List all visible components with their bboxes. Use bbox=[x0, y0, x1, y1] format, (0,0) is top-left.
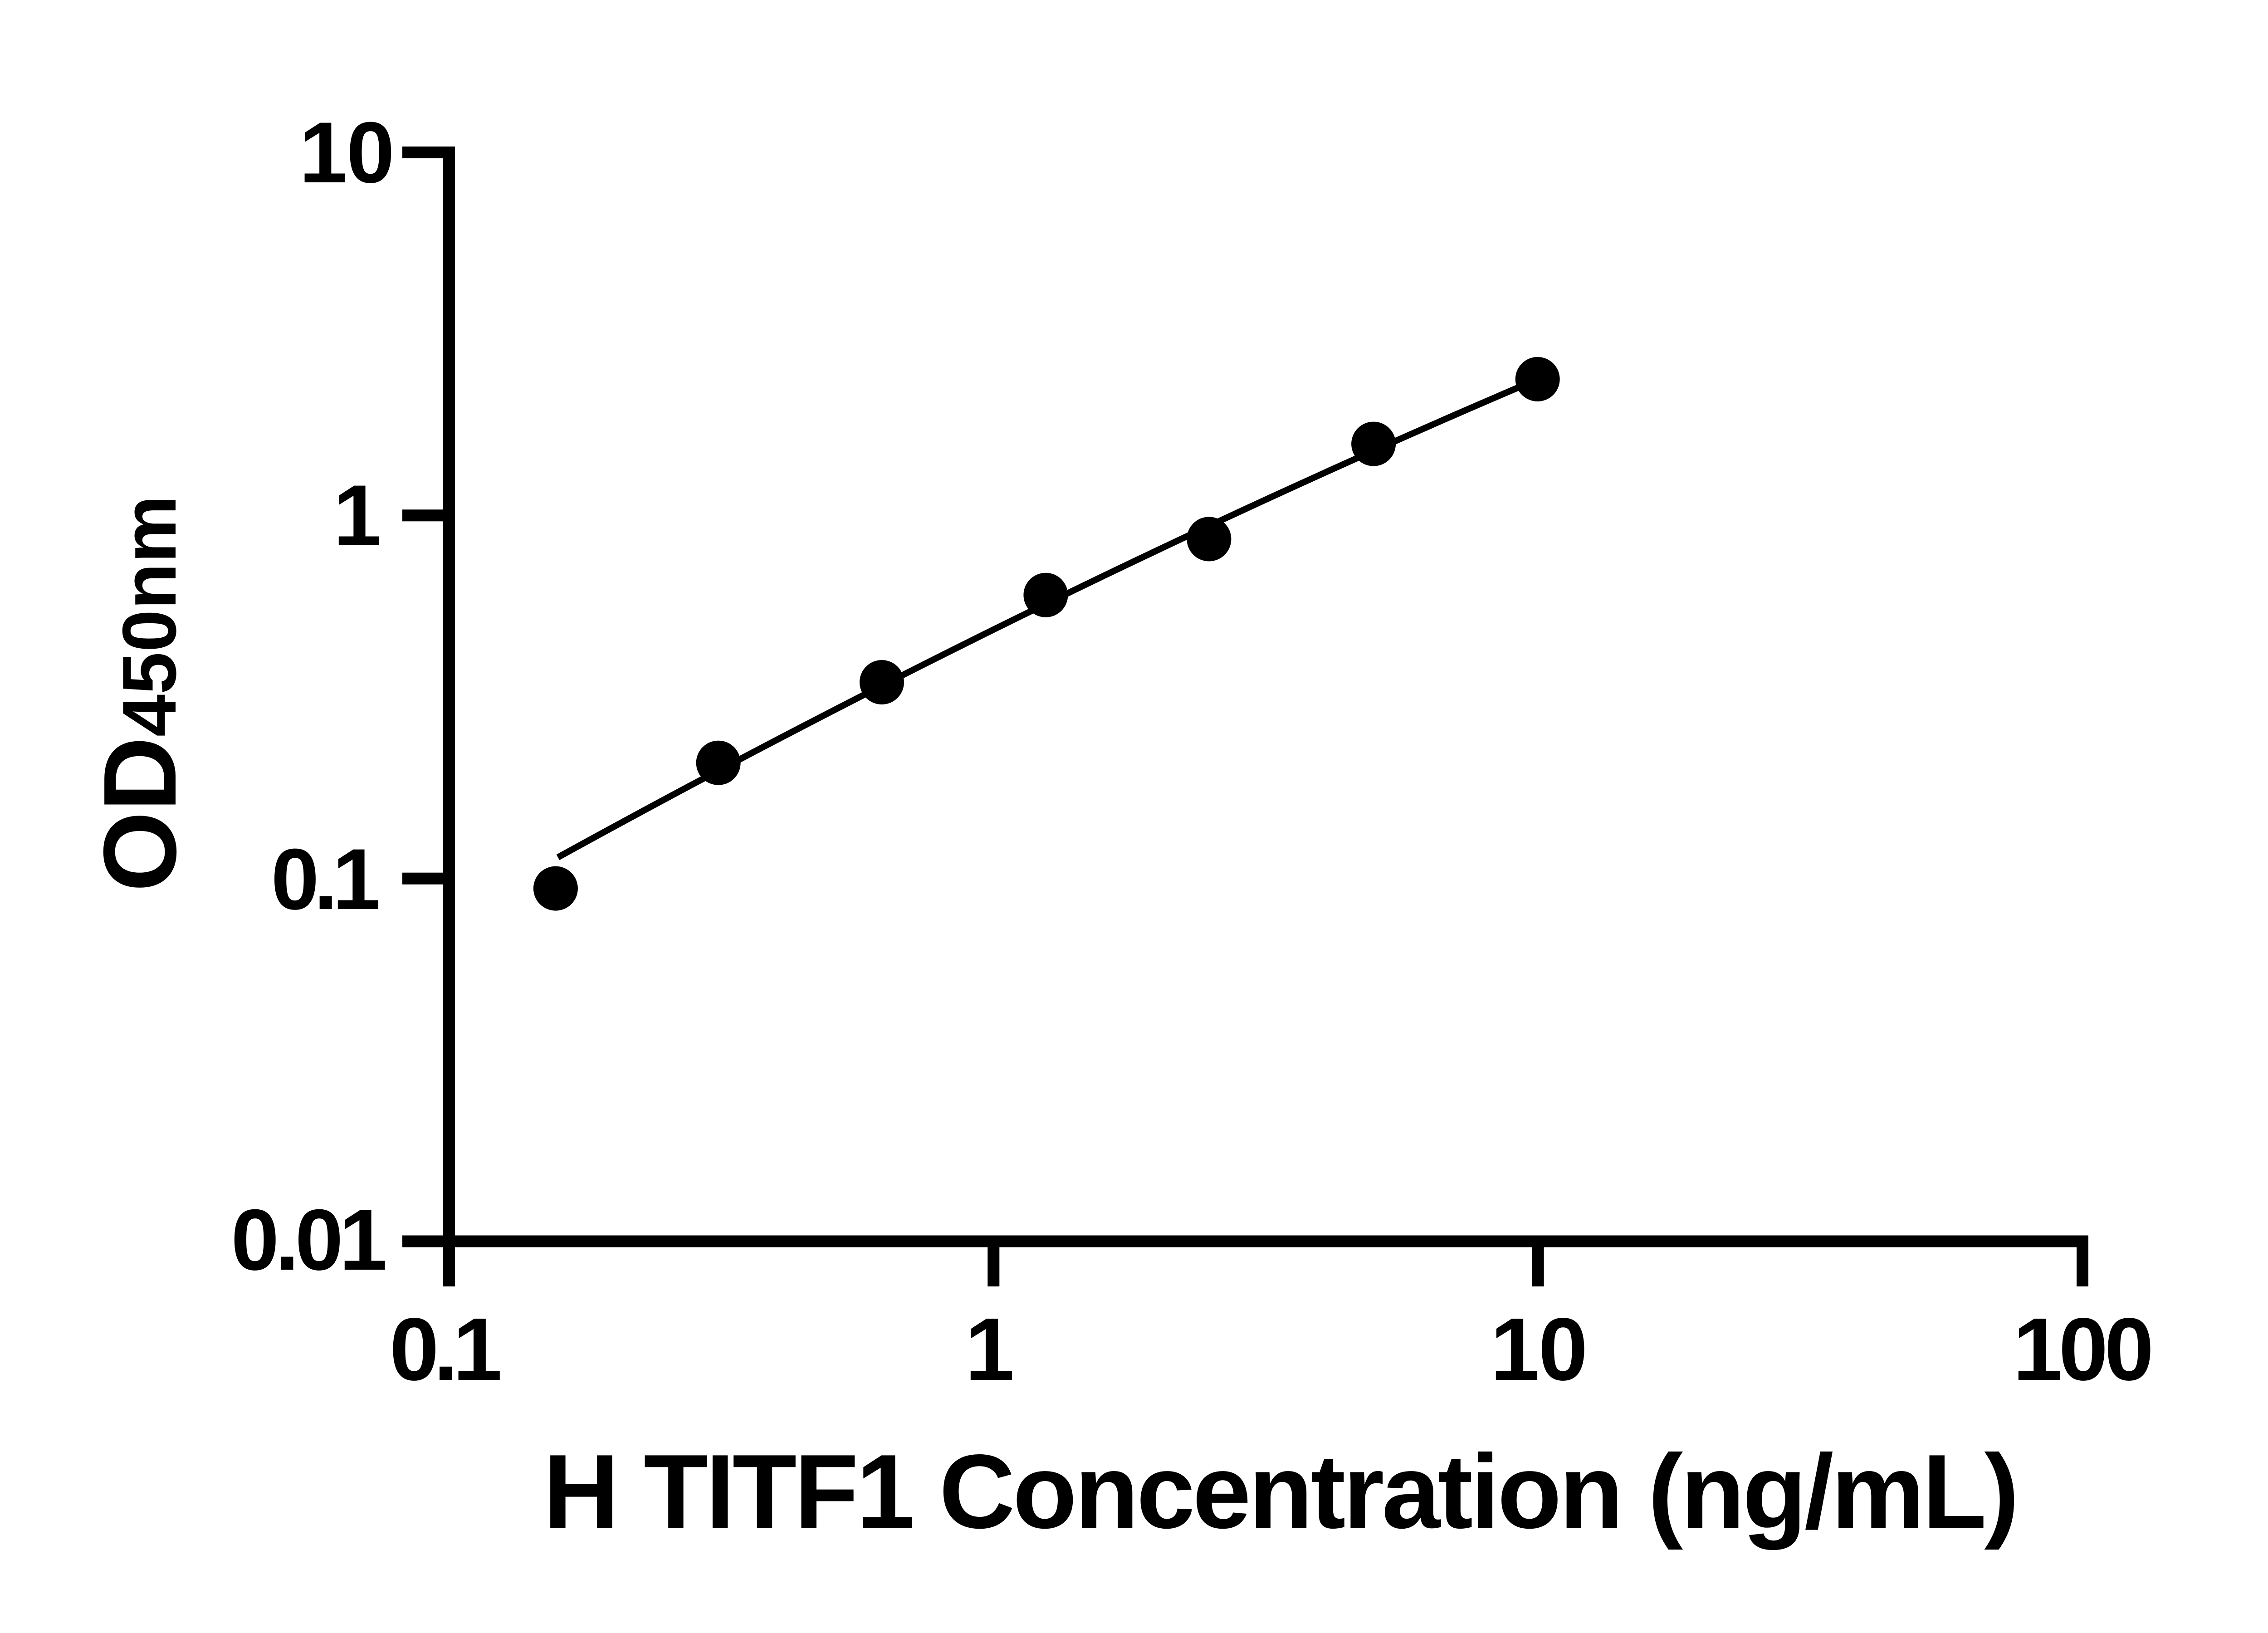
svg-text:10: 10 bbox=[1490, 1300, 1586, 1399]
svg-text:0.1: 0.1 bbox=[271, 831, 378, 928]
svg-text:100: 100 bbox=[2013, 1300, 2150, 1399]
svg-text:1: 1 bbox=[333, 467, 381, 564]
svg-text:0.01: 0.01 bbox=[231, 1192, 385, 1288]
svg-text:1: 1 bbox=[965, 1300, 1014, 1399]
svg-text:0.1: 0.1 bbox=[390, 1300, 500, 1399]
svg-text:10: 10 bbox=[299, 104, 394, 201]
svg-text:H TITF1 Concentration (ng/mL): H TITF1 Concentration (ng/mL) bbox=[543, 1433, 2017, 1550]
svg-text:OD450nm: OD450nm bbox=[83, 495, 198, 892]
